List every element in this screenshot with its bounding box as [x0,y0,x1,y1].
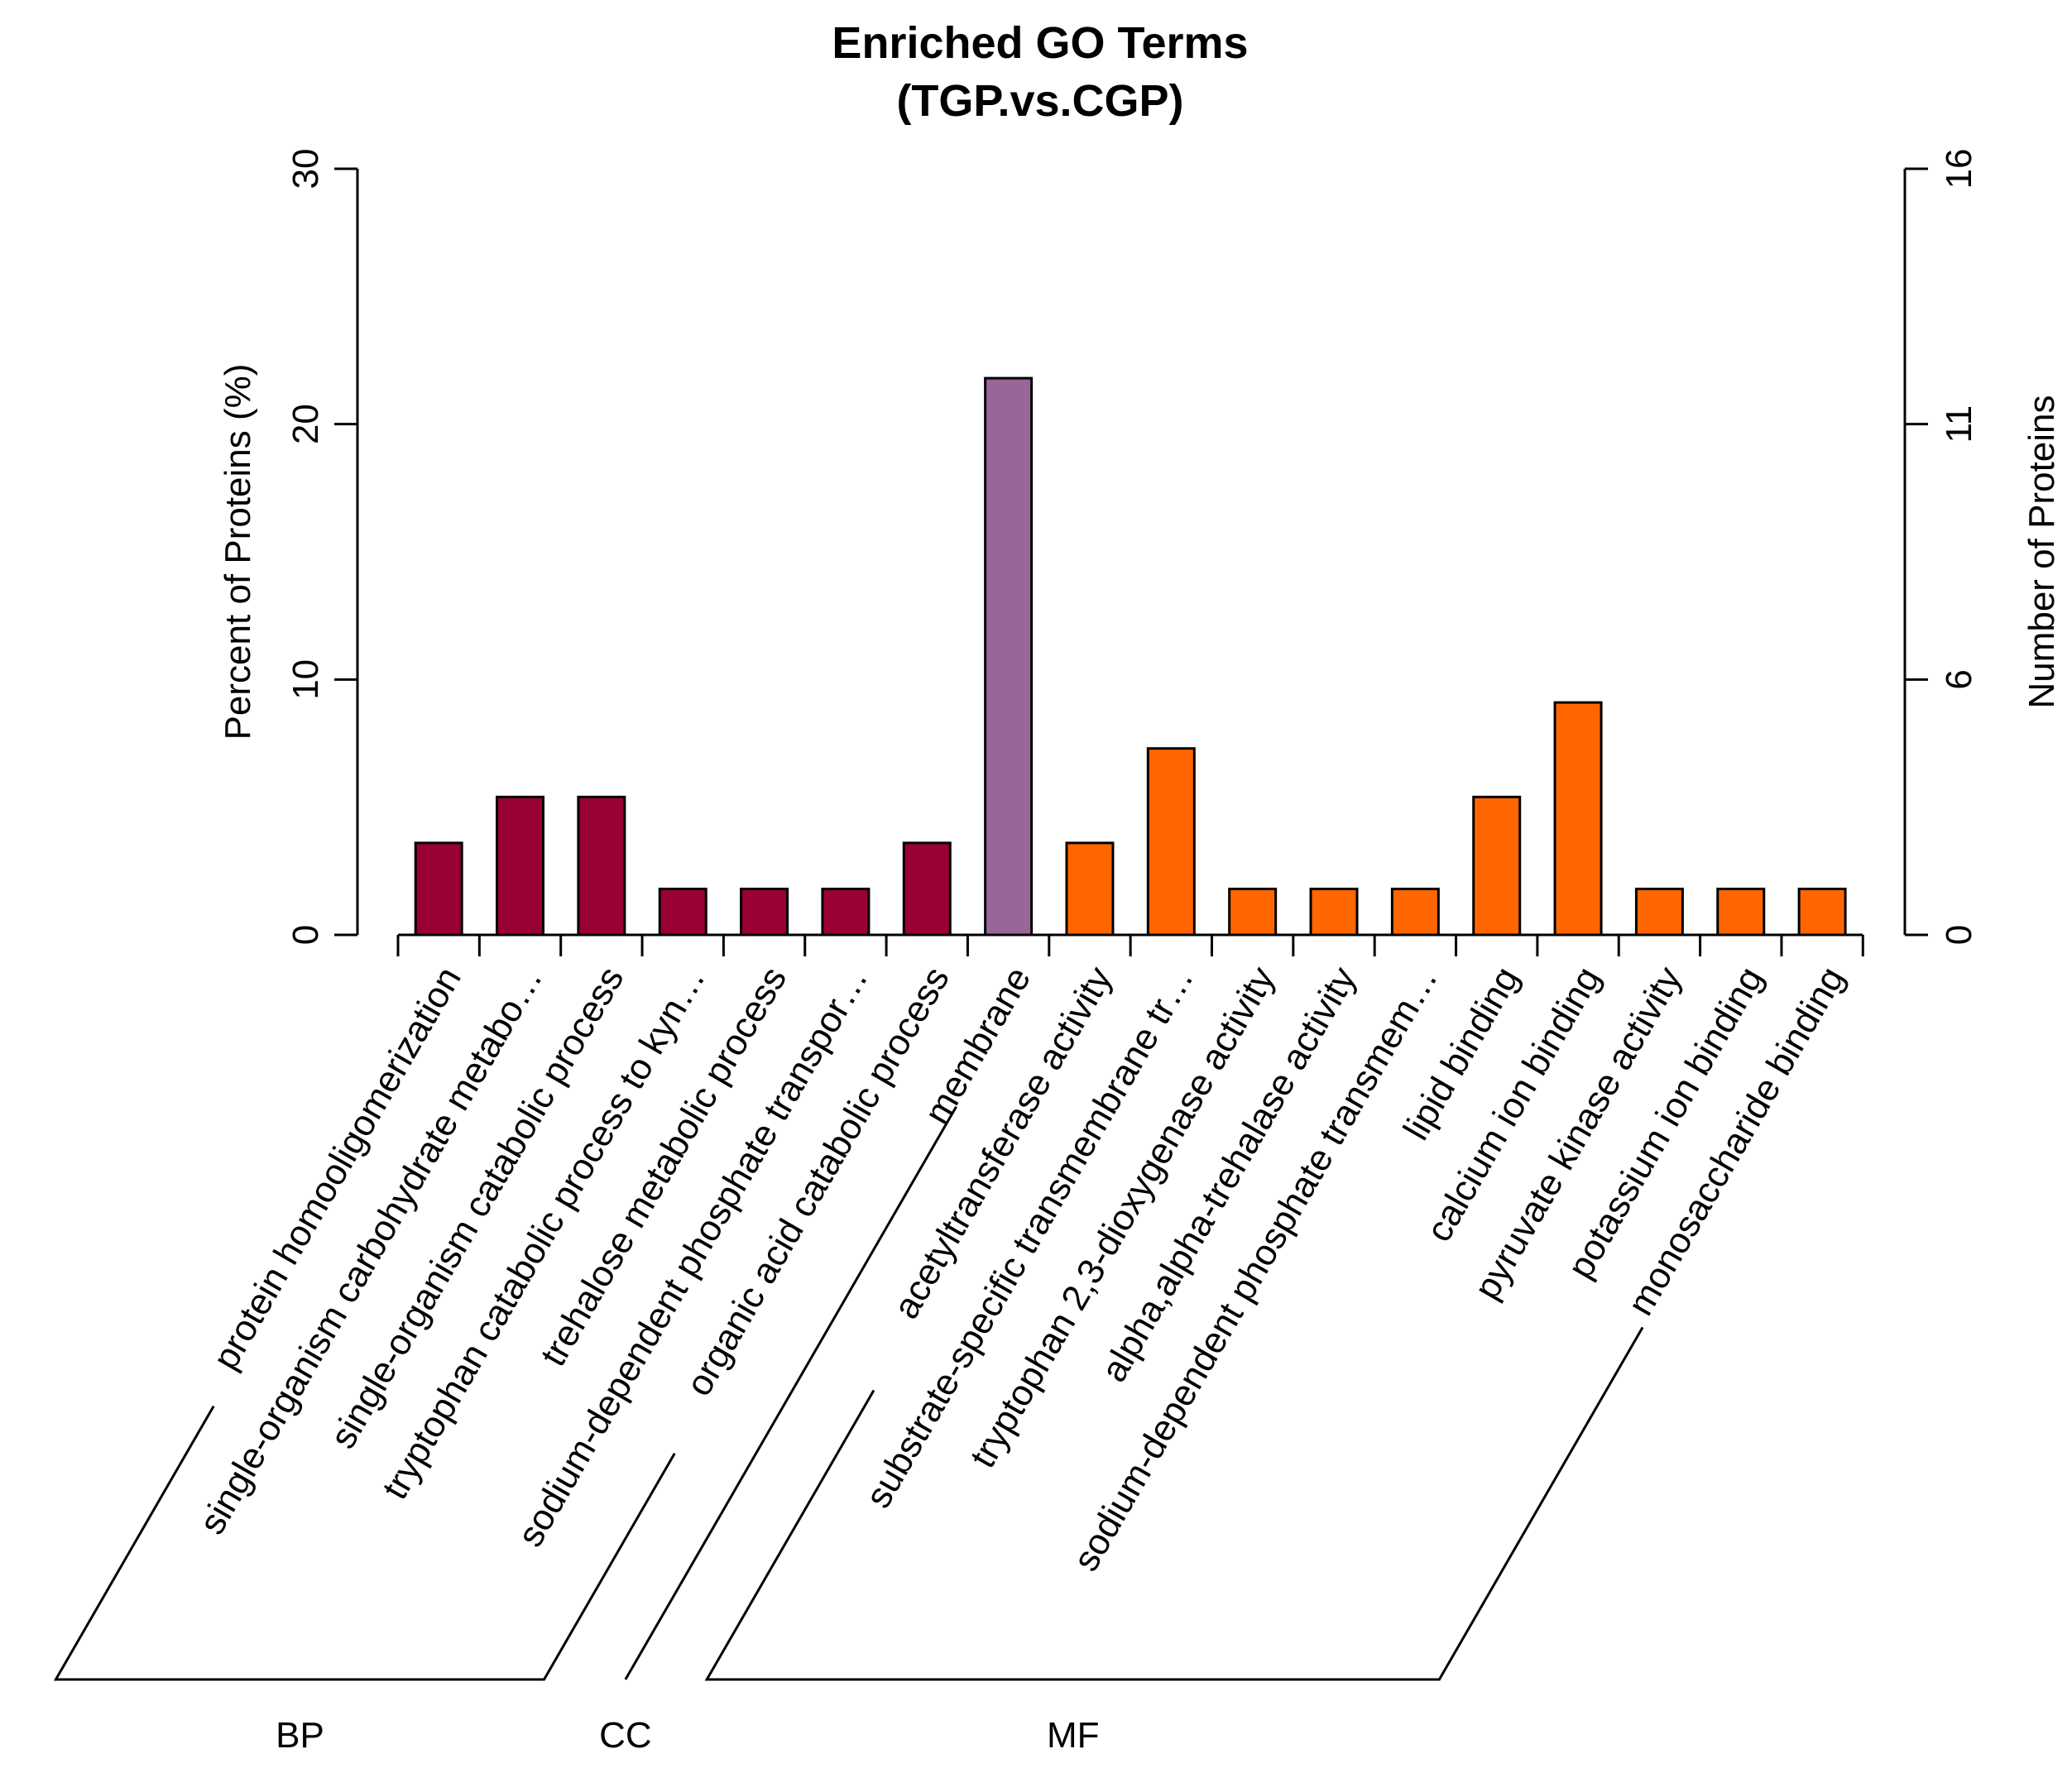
bar [414,841,463,937]
bar [1309,887,1359,937]
bar [1065,841,1115,937]
bar [821,887,871,937]
group-label: MF [1047,1715,1100,1756]
group-bracket [53,1405,676,1681]
bar [1716,887,1766,937]
group-label: CC [599,1715,652,1756]
bar [577,795,626,937]
category-label: single-organism carbohydrate metabo… [191,961,550,1541]
y-tick-label-left: 30 [285,149,326,189]
y-tick-label-left: 0 [285,925,326,945]
bar [902,841,952,937]
bar [1553,701,1603,937]
bar [984,376,1034,937]
bar [1390,887,1440,937]
y-tick-label-left: 10 [285,659,326,700]
chart-title: Enriched GO Terms [832,18,1248,68]
bar [496,795,545,937]
axes: 0 10 20 30 0 6 11 16 [285,149,1979,956]
chart-subtitle: (TGP.vs.CGP) [896,76,1183,126]
y-axis-label-left: Percent of Proteins (%) [218,364,258,740]
group-brackets: BP CC MF [53,1105,1644,1756]
y-tick-label-right: 6 [1939,669,1979,689]
bar [1797,887,1847,937]
y-tick-label-right: 16 [1939,149,1979,189]
y-axis-label-right: Number of Proteins [2022,395,2062,708]
y-tick-label-left: 20 [285,404,326,444]
category-labels: protein homooligomerizationsingle-organi… [191,961,1852,1579]
bars [414,376,1847,937]
group-label: BP [276,1715,324,1756]
bar [1146,747,1196,937]
y-tick-label-right: 11 [1939,405,1979,443]
bar [658,887,707,937]
group-bracket [624,1105,957,1680]
bar [1472,795,1522,937]
bar [740,887,789,937]
y-tick-label-right: 0 [1939,925,1979,945]
bar [1634,887,1684,937]
group-bracket [704,1326,1644,1681]
bar [1228,887,1278,937]
